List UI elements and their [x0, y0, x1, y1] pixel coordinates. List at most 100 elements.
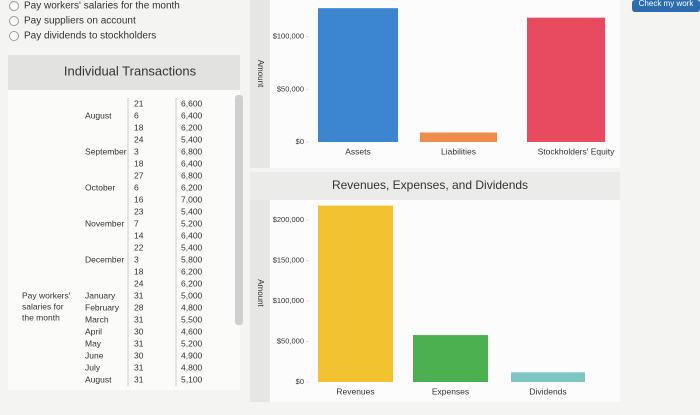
- x-tick-label: Stockholders' Equity: [538, 146, 615, 156]
- y-tick-label: $0: [296, 137, 304, 146]
- amount: 5,200: [181, 338, 203, 348]
- bar: [527, 17, 605, 142]
- bar: [318, 8, 398, 142]
- transactions-panel: [8, 90, 240, 390]
- check-button[interactable]: [632, 0, 700, 12]
- day: 23: [134, 206, 144, 216]
- month: March: [85, 314, 109, 324]
- month: July: [85, 362, 101, 372]
- radio-button[interactable]: [9, 16, 19, 26]
- amount: 5,000: [181, 290, 203, 300]
- amount: 6,200: [181, 266, 203, 276]
- scrollbar[interactable]: [235, 95, 243, 325]
- x-tick-label: Assets: [345, 146, 371, 156]
- side-label: Pay workers': [22, 290, 71, 300]
- chart-title: Revenues, Expenses, and Dividends: [332, 178, 528, 192]
- day: 18: [134, 122, 144, 132]
- amount: 5,200: [181, 218, 203, 228]
- chart-title-bar: [250, 172, 620, 200]
- day: 31: [134, 290, 144, 300]
- amount: 6,200: [181, 278, 203, 288]
- day: 16: [134, 194, 144, 204]
- amount: 6,800: [181, 146, 203, 156]
- day: 7: [134, 218, 139, 228]
- day: 24: [134, 134, 144, 144]
- check-button-label[interactable]: Check my work: [639, 0, 695, 8]
- radio-button[interactable]: [9, 31, 19, 41]
- bar: [511, 372, 585, 382]
- y-tick-label: $0: [296, 377, 304, 386]
- month: February: [85, 302, 120, 312]
- month: April: [85, 326, 102, 336]
- day: 6: [134, 182, 139, 192]
- amount: 5,100: [181, 374, 203, 384]
- bar: [420, 132, 497, 142]
- x-tick-label: Liabilities: [441, 146, 476, 156]
- option-label[interactable]: Pay workers' salaries for the month: [24, 1, 180, 12]
- day: 30: [134, 326, 144, 336]
- y-tick-label: $100,000: [273, 296, 304, 305]
- day: 30: [134, 350, 144, 360]
- day: 3: [134, 254, 139, 264]
- amount: 6,400: [181, 110, 203, 120]
- side-label: salaries for: [22, 301, 64, 311]
- day: 6: [134, 110, 139, 120]
- bar: [318, 205, 393, 382]
- amount: 5,800: [181, 254, 203, 264]
- day: 3: [134, 146, 139, 156]
- amount: 6,400: [181, 158, 203, 168]
- amount: 4,600: [181, 326, 203, 336]
- radio-button[interactable]: [9, 1, 19, 11]
- y-tick-label: $50,000: [277, 84, 304, 93]
- day: 27: [134, 170, 144, 180]
- amount: 5,500: [181, 314, 203, 324]
- x-tick-label: Expenses: [432, 386, 469, 396]
- axis-strip: [250, 0, 270, 168]
- side-label: the month: [22, 312, 60, 322]
- amount: 5,400: [181, 206, 203, 216]
- y-tick-label: $150,000: [273, 256, 304, 265]
- day: 18: [134, 266, 144, 276]
- amount: 5,400: [181, 242, 203, 252]
- month: August: [85, 110, 112, 120]
- month: May: [85, 338, 102, 348]
- day: 31: [134, 362, 144, 372]
- amount: 6,600: [181, 98, 203, 108]
- y-tick-label: $100,000: [273, 32, 304, 41]
- option-label[interactable]: Pay suppliers on account: [24, 16, 136, 27]
- amount: 6,400: [181, 230, 203, 240]
- day: 21: [134, 98, 144, 108]
- option-label[interactable]: Pay dividends to stockholders: [24, 31, 156, 42]
- y-axis-label: Amount: [256, 279, 265, 307]
- transactions-header: [8, 55, 240, 90]
- day: 31: [134, 338, 144, 348]
- month: September: [85, 146, 127, 156]
- month: November: [85, 218, 124, 228]
- y-tick-label: $50,000: [277, 337, 304, 346]
- month: December: [85, 254, 124, 264]
- day: 24: [134, 278, 144, 288]
- x-tick-label: Dividends: [529, 386, 566, 396]
- amount: 5,400: [181, 134, 203, 144]
- amount: 4,800: [181, 362, 203, 372]
- month: October: [85, 182, 115, 192]
- day: 14: [134, 230, 144, 240]
- day: 18: [134, 158, 144, 168]
- month: June: [85, 350, 104, 360]
- amount: 4,900: [181, 350, 203, 360]
- amount: 7,000: [181, 194, 203, 204]
- day: 31: [134, 314, 144, 324]
- amount: 6,200: [181, 122, 203, 132]
- amount: 6,200: [181, 182, 203, 192]
- y-axis-label: Amount: [256, 60, 265, 88]
- day: 31: [134, 374, 144, 384]
- amount: 6,800: [181, 170, 203, 180]
- x-tick-label: Revenues: [336, 386, 374, 396]
- bar: [413, 335, 488, 382]
- month: January: [85, 290, 116, 300]
- day: 22: [134, 242, 144, 252]
- day: 28: [134, 302, 144, 312]
- y-tick-label: $200,000: [273, 215, 304, 224]
- axis-strip: [250, 200, 270, 402]
- amount: 4,800: [181, 302, 203, 312]
